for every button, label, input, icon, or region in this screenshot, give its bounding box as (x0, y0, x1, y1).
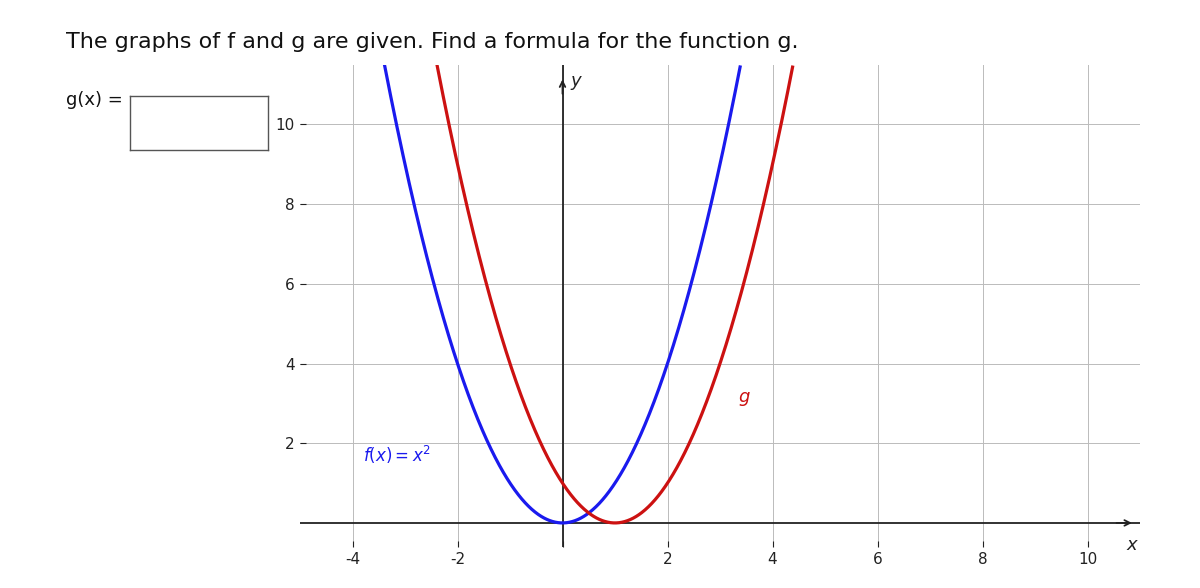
Text: x: x (1127, 536, 1138, 554)
Text: $g$: $g$ (738, 390, 751, 409)
Text: y: y (570, 72, 581, 89)
Text: g(x) =: g(x) = (66, 91, 122, 109)
Text: The graphs of f and g are given. Find a formula for the function g.: The graphs of f and g are given. Find a … (66, 32, 798, 52)
Text: $f(x) = x^2$: $f(x) = x^2$ (364, 444, 431, 466)
